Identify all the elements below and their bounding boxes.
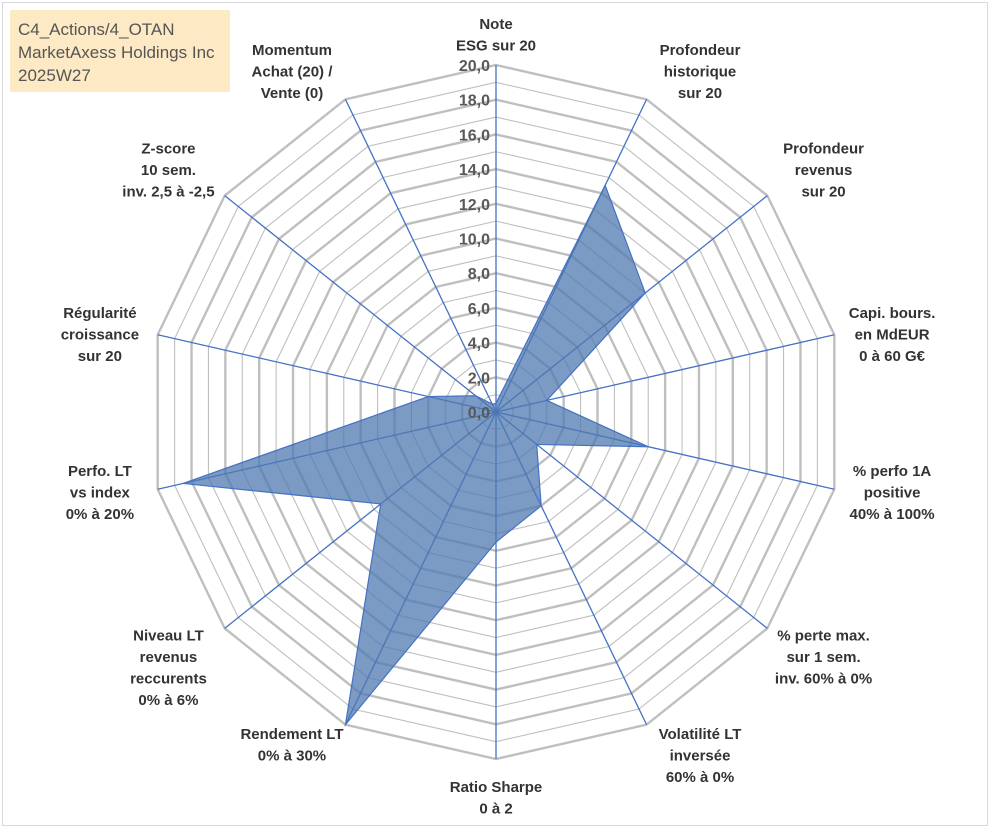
axis-label: % perfo 1A — [853, 463, 932, 480]
tick-label: 8,0 — [468, 266, 490, 283]
axis-label: inv. 2,5 à -2,5 — [122, 183, 214, 200]
tick-label: 10,0 — [459, 232, 490, 249]
tick-label: 14,0 — [459, 162, 490, 179]
axis-label: croissance — [61, 326, 139, 343]
axis-label: ESG sur 20 — [456, 38, 536, 55]
axis-spoke — [224, 195, 497, 413]
title-line-3: 2025W27 — [18, 66, 91, 85]
tick-label: 2,0 — [468, 370, 490, 387]
tick-label: 4,0 — [468, 336, 490, 353]
axis-label: inversée — [670, 748, 731, 765]
axis-label: en MdEUR — [855, 326, 930, 343]
axis-label: Profondeur — [783, 140, 864, 157]
axis-label: Volatilité LT — [659, 726, 742, 743]
axis-label: Rendement LT — [240, 726, 343, 743]
series-area — [182, 183, 649, 727]
axis-label: inv. 60% à 0% — [775, 671, 872, 688]
axis-label: 10 sem. — [141, 162, 196, 179]
tick-label: 20,0 — [459, 58, 490, 75]
axis-spoke — [344, 99, 497, 413]
axis-label: 60% à 0% — [666, 769, 734, 786]
tick-label: 12,0 — [459, 197, 490, 214]
axis-label: Vente (0) — [261, 85, 324, 102]
axis-label: 40% à 100% — [850, 506, 935, 523]
axis-label: Régularité — [63, 305, 136, 322]
tick-label: 18,0 — [459, 93, 490, 110]
axis-label: 0% à 30% — [258, 748, 326, 765]
axis-label: Momentum — [252, 42, 332, 59]
axis-label: historique — [664, 63, 737, 80]
tick-label: 16,0 — [459, 127, 490, 144]
axis-label: 0 à 2 — [479, 801, 512, 818]
axis-label: Note — [479, 16, 512, 33]
title-line-2: MarketAxess Holdings Inc — [18, 43, 215, 62]
tick-label: 0,0 — [468, 405, 490, 422]
axis-label: revenus — [795, 162, 853, 179]
axis-label: revenus — [140, 649, 198, 666]
axis-label: Perfo. LT — [68, 463, 132, 480]
label-layer: Note ESG sur 20 Profondeur historique sur 20… — [61, 16, 936, 818]
axis-label: sur 20 — [801, 183, 845, 200]
axis-label: sur 20 — [678, 85, 722, 102]
axis-label: Capi. bours. — [849, 305, 936, 322]
axis-spoke — [495, 334, 835, 413]
tick-layer: 0,0 2,0 4,0 6,0 8,0 10,0 12,0 14,0 16,0 18,0 20,0 — [459, 58, 490, 422]
axis-label: Niveau LT — [133, 628, 204, 645]
axis-label: Z-score — [141, 140, 195, 157]
axis-label: reccurents — [130, 671, 207, 688]
axis-label: sur 20 — [78, 348, 122, 365]
tick-label: 6,0 — [468, 301, 490, 318]
axis-spoke — [495, 411, 768, 629]
axis-label: positive — [864, 484, 921, 501]
axis-label: Achat (20) / — [252, 63, 334, 80]
axis-label: % perte max. — [777, 628, 870, 645]
axis-label: Profondeur — [660, 42, 741, 59]
axis-label: vs index — [70, 484, 131, 501]
axis-label: sur 1 sem. — [786, 649, 860, 666]
chart-title-box: C4_Actions/4_OTAN MarketAxess Holdings I… — [10, 10, 230, 92]
axis-label: 0 à 60 G€ — [859, 348, 926, 365]
axis-label: 0% à 20% — [66, 506, 134, 523]
axis-label: Ratio Sharpe — [450, 779, 543, 796]
title-line-1: C4_Actions/4_OTAN — [18, 20, 175, 39]
axis-label: 0% à 6% — [138, 692, 198, 709]
series-layer — [182, 183, 649, 727]
